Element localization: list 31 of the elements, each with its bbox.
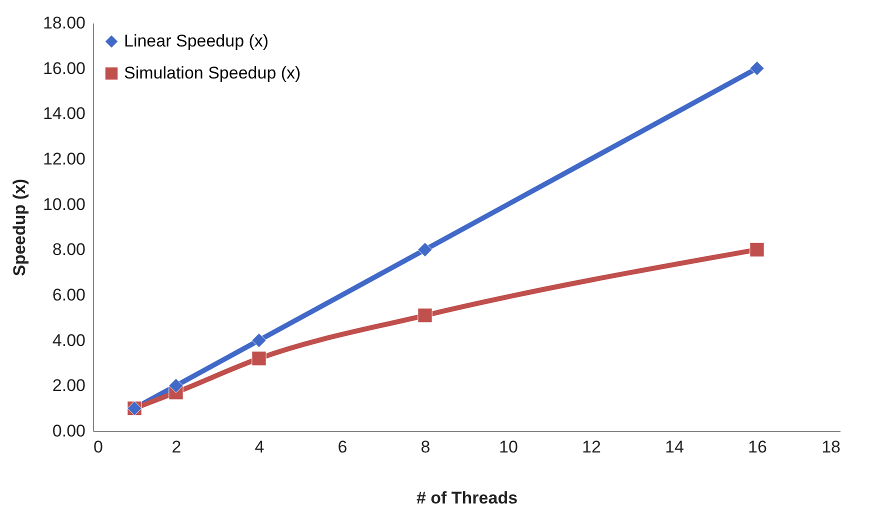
y-axis-title: Speedup (x) [10,178,29,276]
x-tick-label: 10 [499,438,518,456]
point [750,242,764,257]
point [418,308,432,323]
x-tick-label: 12 [582,438,601,456]
point [418,242,432,257]
y-tick-label: 14.00 [42,104,86,124]
x-tick-label: 14 [665,438,684,456]
x-tick-label: 2 [172,438,182,456]
x-tick-label: 6 [338,438,348,456]
x-tick-label: 8 [420,438,430,456]
y-tick-label: 0.00 [52,422,86,440]
x-tick-label: 0 [94,438,103,456]
legend-label: Linear Speedup (x) [124,32,269,50]
y-tick-label: 12.00 [42,150,86,168]
x-tick-label: 16 [748,438,767,456]
y-tick-label: 6.00 [52,286,86,304]
y-tick-label: 2.00 [52,376,86,396]
point [168,378,184,393]
point [252,351,266,366]
y-tick-label: 8.00 [52,240,86,260]
x-tick-label: 4 [254,438,264,456]
y-tick-label: 10.00 [42,194,86,214]
y-tick-label: 18.00 [42,14,86,32]
x-axis-title: # of Threads [416,488,518,508]
y-tick-label: 4.00 [52,330,86,350]
legend-label: Simulation Speedup (x) [124,64,301,82]
y-tick-label: 16.00 [42,58,86,78]
x-tick-label: 18 [822,438,840,456]
point [750,61,764,76]
point [252,333,266,348]
